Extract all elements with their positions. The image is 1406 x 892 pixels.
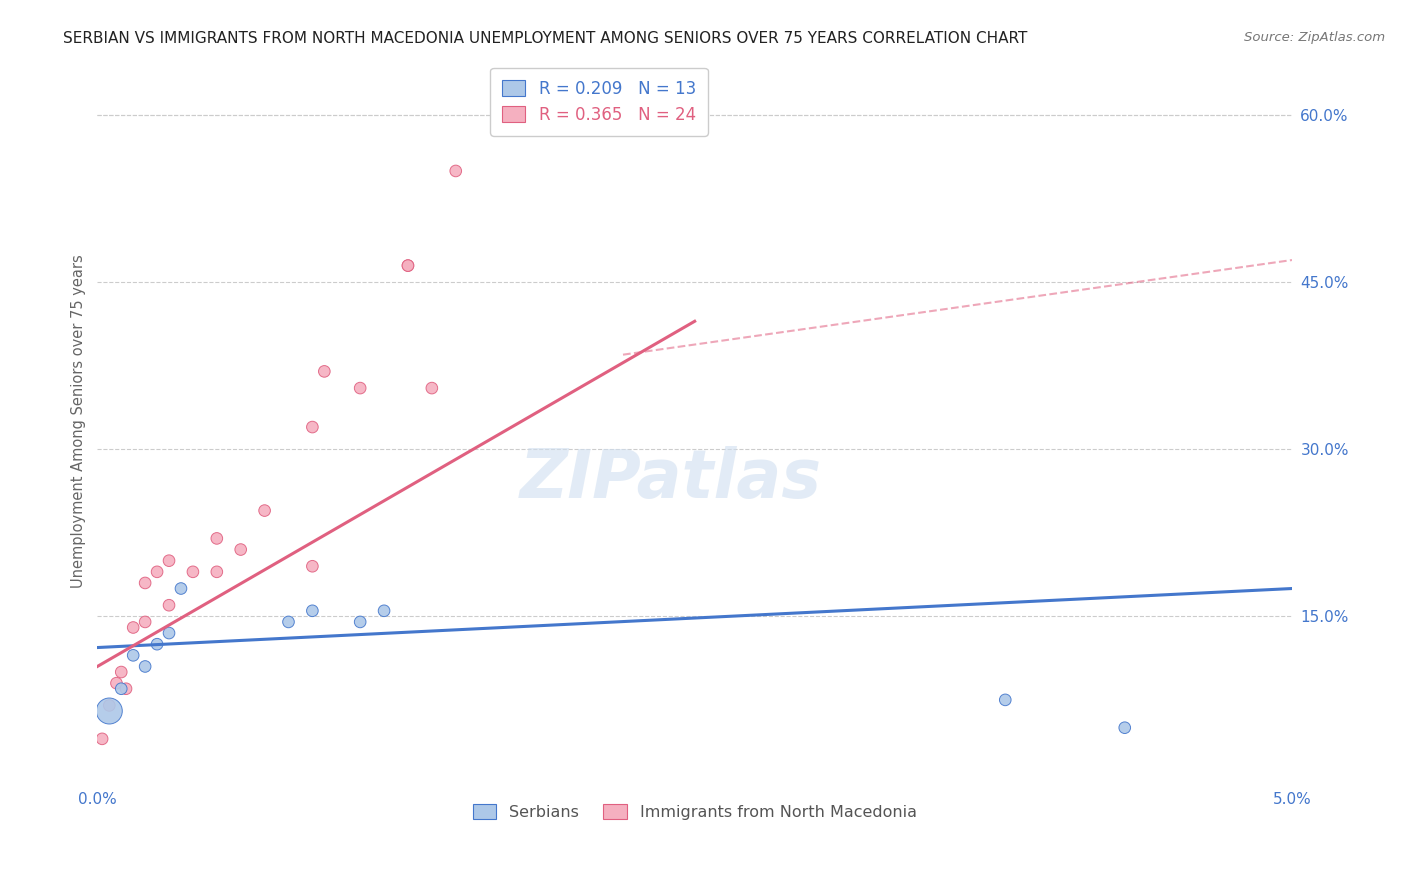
Point	[373, 604, 395, 618]
Point	[157, 554, 180, 568]
Point	[157, 626, 180, 640]
Point	[301, 559, 323, 574]
Point	[98, 698, 121, 713]
Point	[349, 615, 371, 629]
Point	[98, 704, 121, 718]
Point	[205, 565, 228, 579]
Point	[157, 599, 180, 613]
Point	[134, 659, 156, 673]
Point	[1114, 721, 1136, 735]
Point	[115, 681, 138, 696]
Point	[134, 615, 156, 629]
Point	[314, 364, 336, 378]
Point	[420, 381, 443, 395]
Point	[146, 565, 169, 579]
Point	[396, 259, 419, 273]
Point	[110, 681, 132, 696]
Point	[994, 693, 1017, 707]
Legend: Serbians, Immigrants from North Macedonia: Serbians, Immigrants from North Macedoni…	[467, 797, 924, 826]
Point	[91, 731, 114, 746]
Point	[253, 503, 276, 517]
Point	[349, 381, 371, 395]
Point	[122, 620, 145, 634]
Y-axis label: Unemployment Among Seniors over 75 years: Unemployment Among Seniors over 75 years	[72, 254, 86, 589]
Point	[146, 637, 169, 651]
Text: SERBIAN VS IMMIGRANTS FROM NORTH MACEDONIA UNEMPLOYMENT AMONG SENIORS OVER 75 YE: SERBIAN VS IMMIGRANTS FROM NORTH MACEDON…	[63, 31, 1028, 46]
Point	[110, 665, 132, 679]
Point	[105, 676, 128, 690]
Point	[122, 648, 145, 663]
Point	[134, 576, 156, 591]
Point	[181, 565, 204, 579]
Point	[229, 542, 252, 557]
Point	[301, 604, 323, 618]
Text: Source: ZipAtlas.com: Source: ZipAtlas.com	[1244, 31, 1385, 45]
Point	[444, 164, 467, 178]
Point	[396, 259, 419, 273]
Point	[277, 615, 299, 629]
Point	[205, 532, 228, 546]
Text: ZIPatlas: ZIPatlas	[520, 446, 821, 512]
Point	[301, 420, 323, 434]
Point	[170, 582, 193, 596]
